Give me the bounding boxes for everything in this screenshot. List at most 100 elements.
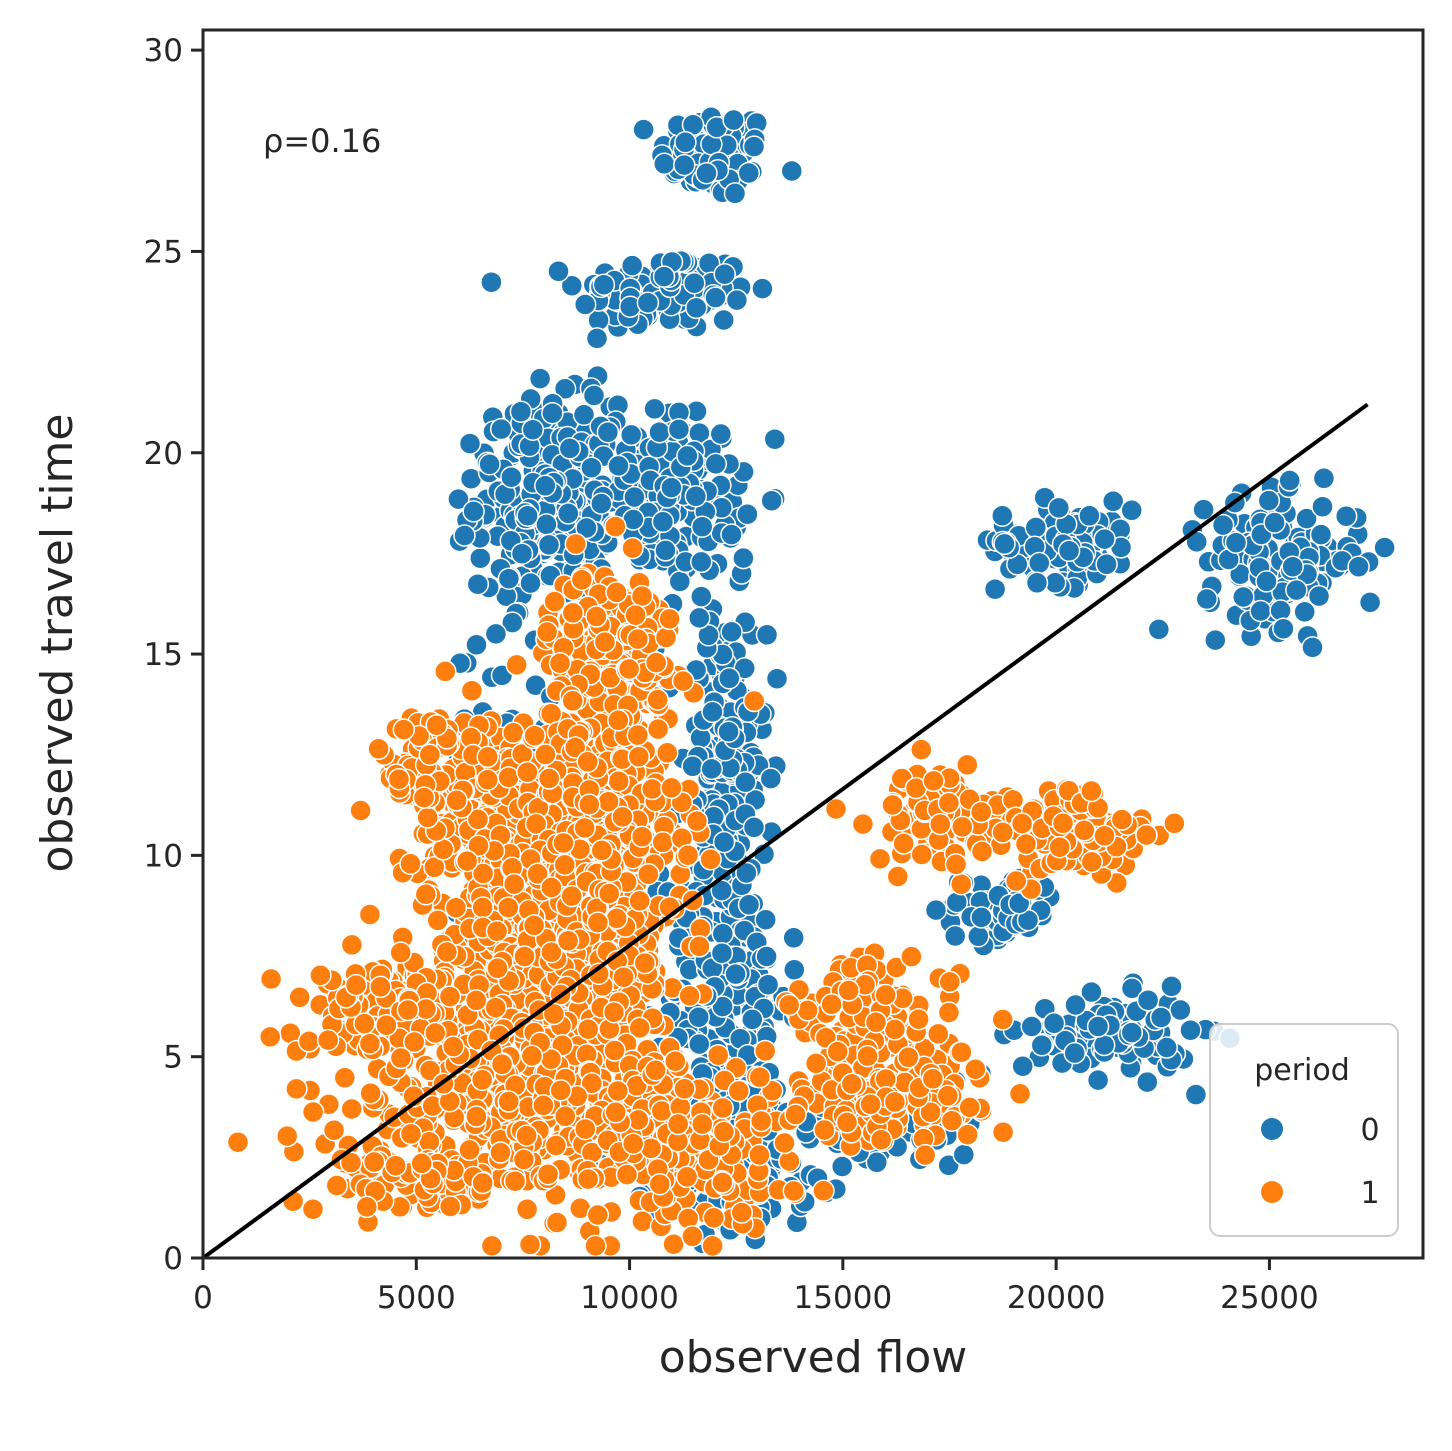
scatter-point-series-0 [1195, 587, 1219, 611]
x-tick-label: 0 [193, 1280, 213, 1316]
scatter-point-series-0 [700, 757, 723, 781]
scatter-point-series-1 [515, 1198, 539, 1221]
scatter-point-series-0 [652, 265, 676, 288]
scatter-point-series-1 [576, 750, 599, 774]
scatter-point-series-1 [936, 1084, 960, 1108]
scatter-point-series-0 [1136, 988, 1160, 1012]
scatter-point-series-0 [690, 550, 713, 574]
scatter-point-series-1 [554, 1105, 577, 1128]
scatter-point-series-1 [681, 1225, 704, 1248]
scatter-point-series-1 [937, 791, 961, 815]
scatter-point-series-1 [615, 1163, 639, 1186]
scatter-point-series-0 [685, 296, 708, 320]
scatter-point-series-1 [666, 1112, 690, 1136]
scatter-point-series-1 [548, 651, 572, 675]
scatter-point-series-1 [275, 1124, 299, 1148]
scatter-point-series-1 [660, 776, 683, 800]
scatter-point-series-1 [864, 1011, 888, 1034]
scatter-point-series-1 [322, 1118, 346, 1142]
scatter-point-series-0 [720, 620, 743, 644]
scatter-point-series-1 [1010, 812, 1034, 835]
scatter-point-series-1 [301, 1100, 325, 1124]
scatter-point-series-0 [742, 135, 766, 158]
scatter-point-series-1 [490, 1053, 514, 1076]
scatter-point-series-1 [563, 736, 587, 759]
scatter-point-series-0 [734, 770, 757, 794]
scatter-point-series-1 [524, 812, 548, 836]
scatter-point-series-0 [1064, 993, 1087, 1017]
legend-label-1: 1 [1360, 1176, 1379, 1211]
scatter-point-series-0 [1047, 496, 1071, 520]
scatter-point-series-0 [967, 925, 990, 948]
scatter-point-series-0 [722, 108, 745, 132]
scatter-point-series-1 [910, 738, 933, 761]
scatter-point-series-1 [874, 983, 897, 1007]
scatter-point-series-1 [438, 1195, 462, 1218]
scatter-point-series-0 [607, 454, 630, 478]
scatter-point-series-0 [742, 816, 766, 839]
scatter-point-series-0 [1136, 1070, 1159, 1094]
scatter-point-series-1 [910, 843, 933, 866]
scatter-point-series-0 [636, 291, 660, 314]
scatter-point-series-0 [667, 418, 691, 441]
scatter-point-series-1 [1080, 850, 1104, 874]
scatter-point-series-0 [725, 288, 749, 312]
scatter-point-series-0 [765, 667, 789, 690]
scatter-point-series-1 [1004, 869, 1028, 893]
scatter-point-series-0 [732, 546, 755, 570]
x-axis: 0 5000 10000 15000 20000 25000 [193, 1258, 1319, 1316]
x-tick-label: 5000 [377, 1280, 456, 1316]
scatter-point-series-0 [1293, 600, 1316, 624]
scatter-point-series-1 [489, 1141, 512, 1164]
scatter-point-series-1 [602, 1000, 626, 1024]
scatter-point-series-0 [1120, 499, 1143, 522]
scatter-point-series-1 [355, 1195, 379, 1219]
scatter-point-series-0 [952, 1143, 976, 1166]
scatter-point-series-1 [549, 1079, 572, 1102]
scatter-point-series-1 [226, 1130, 250, 1154]
scatter-point-series-1 [476, 768, 499, 791]
scatter-point-series-0 [741, 1008, 764, 1031]
scatter-point-series-0 [688, 1032, 711, 1056]
scatter-point-series-1 [593, 630, 617, 654]
scatter-point-series-1 [804, 1052, 828, 1075]
scatter-point-series-1 [702, 1206, 726, 1230]
scatter-point-series-1 [1093, 824, 1116, 848]
scatter-point-series-1 [359, 1081, 382, 1105]
scatter-point-series-1 [526, 862, 549, 886]
scatter-point-series-0 [830, 1155, 854, 1178]
y-tick-label: 5 [163, 1040, 183, 1076]
scatter-point-series-1 [445, 789, 468, 812]
scatter-point-series-0 [759, 767, 783, 790]
scatter-point-series-1 [258, 1025, 282, 1049]
scatter-point-series-1 [458, 1138, 481, 1162]
scatter-point-series-1 [537, 767, 561, 790]
scatter-point-series-0 [718, 667, 741, 690]
scatter-point-series-1 [701, 1234, 724, 1258]
scatter-point-series-0 [489, 417, 513, 441]
scatter-point-series-1 [522, 914, 546, 937]
y-axis-title: observed travel time [32, 414, 83, 873]
scatter-point-series-1 [656, 741, 679, 765]
scatter-point-series-0 [937, 1154, 960, 1177]
scatter-point-series-0 [676, 444, 699, 468]
scatter-point-series-0 [623, 485, 646, 509]
scatter-point-series-0 [643, 397, 666, 421]
scatter-point-series-0 [993, 532, 1016, 556]
scatter-point-series-1 [991, 1008, 1014, 1031]
scatter-point-series-1 [749, 1109, 773, 1133]
scatter-point-series-1 [561, 689, 584, 713]
scatter-point-series-1 [434, 660, 457, 683]
scatter-point-series-0 [755, 945, 778, 968]
scatter-point-series-1 [1163, 812, 1186, 835]
scatter-point-series-0 [660, 476, 683, 499]
scatter-point-series-0 [1347, 555, 1370, 578]
scatter-point-series-1 [576, 1017, 600, 1041]
scatter-point-series-1 [1008, 1082, 1032, 1106]
scatter-point-series-1 [309, 964, 332, 987]
scatter-point-series-1 [883, 1090, 907, 1114]
scatter-point-series-0 [1160, 975, 1183, 998]
scatter-point-series-0 [582, 384, 606, 407]
scatter-point-series-1 [617, 657, 641, 681]
scatter-point-series-1 [476, 745, 499, 769]
